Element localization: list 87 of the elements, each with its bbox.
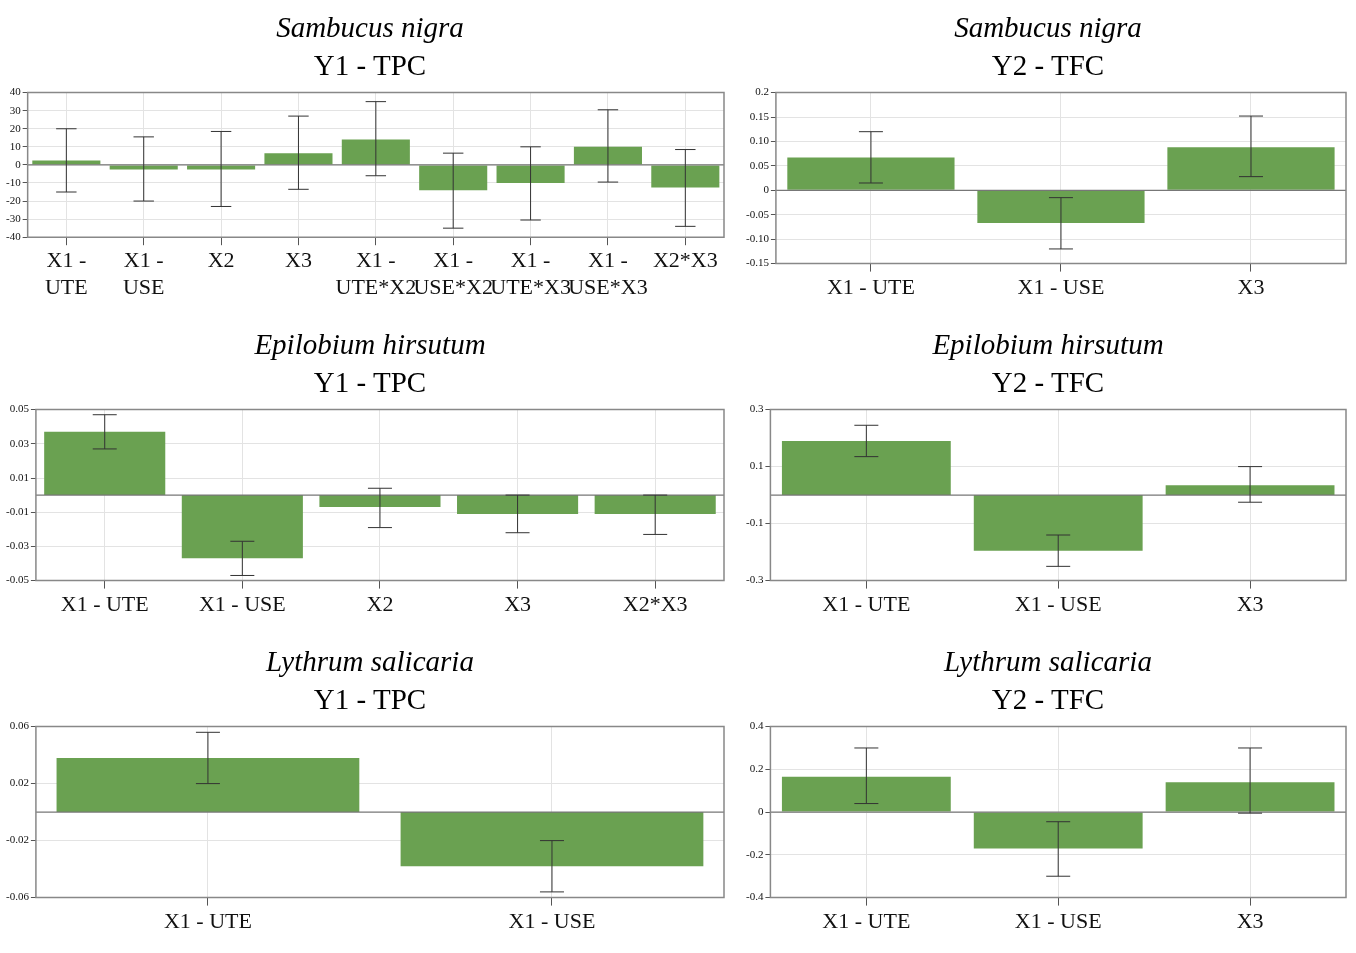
chart-subtitle: Y2 - TFC: [990, 365, 1106, 400]
y-tick-label: 0.01: [9, 470, 29, 483]
y-tick-label: -0.03: [5, 539, 30, 552]
y-tick-label: 0.02: [9, 776, 29, 789]
x-tick-label: X1 - UTE: [826, 273, 915, 299]
chart-subtitle: Y2 - TFC: [990, 682, 1106, 717]
y-tick-label: 40: [9, 85, 22, 98]
y-tick-label: -30: [5, 212, 22, 225]
y-tick-label: -0.4: [745, 890, 764, 903]
x-tick-label: X1 - USE*X3: [568, 247, 648, 299]
x-tick-label: X1 - USE: [198, 590, 286, 616]
bar: [496, 165, 565, 183]
chart-title: Sambucus nigra: [275, 10, 465, 45]
y-tick-label: -40: [5, 230, 22, 243]
x-tick-label: X3: [1236, 590, 1264, 616]
x-tick-label: X1 - UTE: [163, 907, 252, 933]
bar: [973, 495, 1143, 551]
chart-title: Epilobium hirsutum: [253, 327, 487, 362]
y-tick-label: 0.05: [749, 158, 770, 171]
x-tick-label: X1 - UTE: [60, 590, 149, 616]
y-tick-label: -0.02: [5, 833, 29, 846]
y-tick-label: -0.01: [5, 505, 29, 518]
y-tick-label: 0: [15, 157, 22, 170]
x-tick-label: X1 - UTE: [822, 590, 911, 616]
y-tick-label: -0.10: [745, 232, 770, 245]
bar: [573, 146, 642, 165]
y-tick-label: -10: [5, 175, 22, 188]
x-tick-label: X3: [504, 590, 532, 616]
y-tick-label: 0.03: [9, 436, 30, 449]
y-tick-label: -20: [5, 193, 22, 206]
bar: [264, 153, 333, 165]
y-tick-label: -0.15: [745, 256, 770, 269]
x-tick-label: X1 - USE: [508, 907, 596, 933]
bar: [1167, 147, 1335, 190]
y-tick-label: 20: [9, 121, 22, 134]
y-tick-label: 0.4: [749, 719, 764, 732]
chart-subtitle: Y1 - TPC: [312, 365, 428, 400]
x-tick-label: X1 - USE*X2: [413, 247, 493, 299]
x-tick-label: X1 - USE: [1014, 907, 1102, 933]
bar: [781, 440, 951, 496]
chart-title: Sambucus nigra: [953, 10, 1143, 45]
chart-title: Lythrum salicaria: [942, 644, 1153, 679]
x-tick-label: X2*X3: [622, 590, 688, 616]
x-tick-label: X1 - UTE*X3: [490, 247, 571, 299]
bar: [341, 139, 410, 165]
x-tick-label: X3: [285, 247, 312, 273]
x-tick-label: X1 - USE: [122, 247, 165, 299]
y-tick-label: 0: [763, 183, 770, 196]
x-tick-label: X1 - USE: [1014, 590, 1102, 616]
y-tick-label: -0.05: [5, 573, 30, 586]
bar: [973, 812, 1143, 849]
bar: [651, 165, 720, 188]
y-tick-label: 10: [9, 139, 22, 152]
x-tick-label: X1 - UTE: [822, 907, 911, 933]
bar: [787, 157, 955, 190]
chart-subtitle: Y1 - TPC: [312, 48, 428, 83]
y-tick-label: -0.1: [745, 516, 764, 529]
x-tick-label: X2*X3: [652, 247, 718, 273]
chart-subtitle: Y1 - TPC: [312, 682, 428, 717]
x-tick-label: X3: [1237, 273, 1265, 299]
y-tick-label: -0.3: [745, 573, 764, 586]
bar: [977, 190, 1145, 224]
bar: [32, 160, 101, 165]
bar: [781, 776, 951, 812]
y-tick-label: 0.2: [755, 85, 769, 98]
x-tick-label: X1 - UTE: [44, 247, 88, 299]
y-tick-label: 0.1: [749, 459, 764, 472]
x-tick-label: X2: [207, 247, 235, 273]
chart-title: Epilobium hirsutum: [931, 327, 1165, 362]
y-tick-label: 0.2: [749, 762, 764, 775]
y-tick-label: 0: [757, 804, 764, 817]
x-tick-label: X3: [1236, 907, 1264, 933]
y-tick-label: 0.05: [9, 402, 30, 415]
chart-subtitle: Y2 - TFC: [990, 48, 1106, 83]
y-tick-label: 0.3: [749, 402, 764, 415]
y-tick-label: -0.2: [745, 847, 764, 860]
y-tick-label: -0.05: [745, 207, 770, 220]
x-tick-label: X2: [366, 590, 394, 616]
y-tick-label: -0.06: [5, 890, 30, 903]
y-tick-label: 0.15: [749, 109, 770, 122]
y-tick-label: 0.06: [9, 719, 30, 732]
x-tick-label: X1 - USE: [1017, 273, 1105, 299]
y-tick-label: 30: [9, 103, 22, 116]
chart-title: Lythrum salicaria: [264, 644, 475, 679]
y-tick-label: 0.10: [749, 134, 770, 147]
bar: [1165, 782, 1335, 812]
bar: [419, 165, 488, 191]
